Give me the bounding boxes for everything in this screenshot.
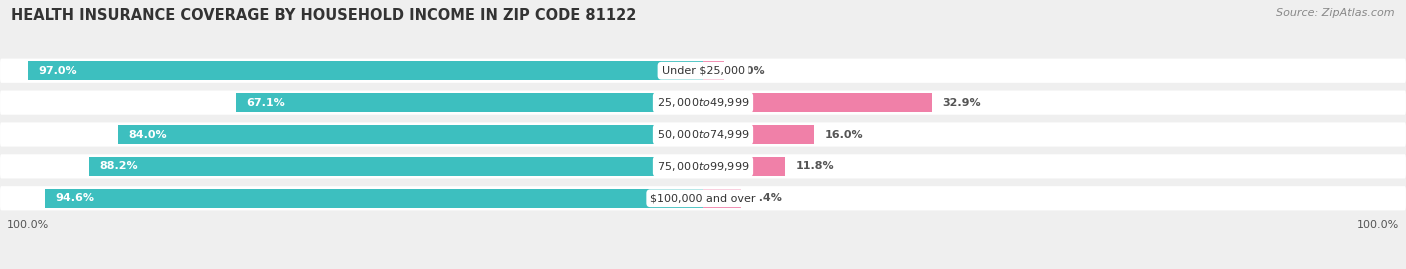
- FancyBboxPatch shape: [0, 186, 1406, 210]
- Text: 100.0%: 100.0%: [1357, 220, 1399, 230]
- Text: 67.1%: 67.1%: [246, 98, 285, 108]
- Text: 16.0%: 16.0%: [825, 129, 863, 140]
- Text: 88.2%: 88.2%: [100, 161, 138, 171]
- Text: Under $25,000: Under $25,000: [661, 66, 745, 76]
- Text: $25,000 to $49,999: $25,000 to $49,999: [657, 96, 749, 109]
- Bar: [703, 125, 814, 144]
- Text: 32.9%: 32.9%: [942, 98, 981, 108]
- Text: $100,000 and over: $100,000 and over: [650, 193, 756, 203]
- Bar: [703, 93, 932, 112]
- Text: 97.0%: 97.0%: [38, 66, 77, 76]
- Text: 5.4%: 5.4%: [751, 193, 782, 203]
- Bar: [45, 189, 703, 208]
- Bar: [89, 157, 703, 176]
- Text: 100.0%: 100.0%: [7, 220, 49, 230]
- FancyBboxPatch shape: [0, 90, 1406, 115]
- Text: Source: ZipAtlas.com: Source: ZipAtlas.com: [1277, 8, 1395, 18]
- Text: $75,000 to $99,999: $75,000 to $99,999: [657, 160, 749, 173]
- FancyBboxPatch shape: [0, 122, 1406, 147]
- Bar: [236, 93, 703, 112]
- Text: 3.0%: 3.0%: [734, 66, 765, 76]
- Text: HEALTH INSURANCE COVERAGE BY HOUSEHOLD INCOME IN ZIP CODE 81122: HEALTH INSURANCE COVERAGE BY HOUSEHOLD I…: [11, 8, 637, 23]
- Text: $50,000 to $74,999: $50,000 to $74,999: [657, 128, 749, 141]
- Bar: [703, 157, 785, 176]
- Text: 84.0%: 84.0%: [129, 129, 167, 140]
- Bar: [28, 61, 703, 80]
- Text: 11.8%: 11.8%: [796, 161, 834, 171]
- Bar: [703, 189, 741, 208]
- Text: 94.6%: 94.6%: [55, 193, 94, 203]
- Bar: [703, 61, 724, 80]
- FancyBboxPatch shape: [0, 59, 1406, 83]
- Bar: [118, 125, 703, 144]
- FancyBboxPatch shape: [0, 154, 1406, 179]
